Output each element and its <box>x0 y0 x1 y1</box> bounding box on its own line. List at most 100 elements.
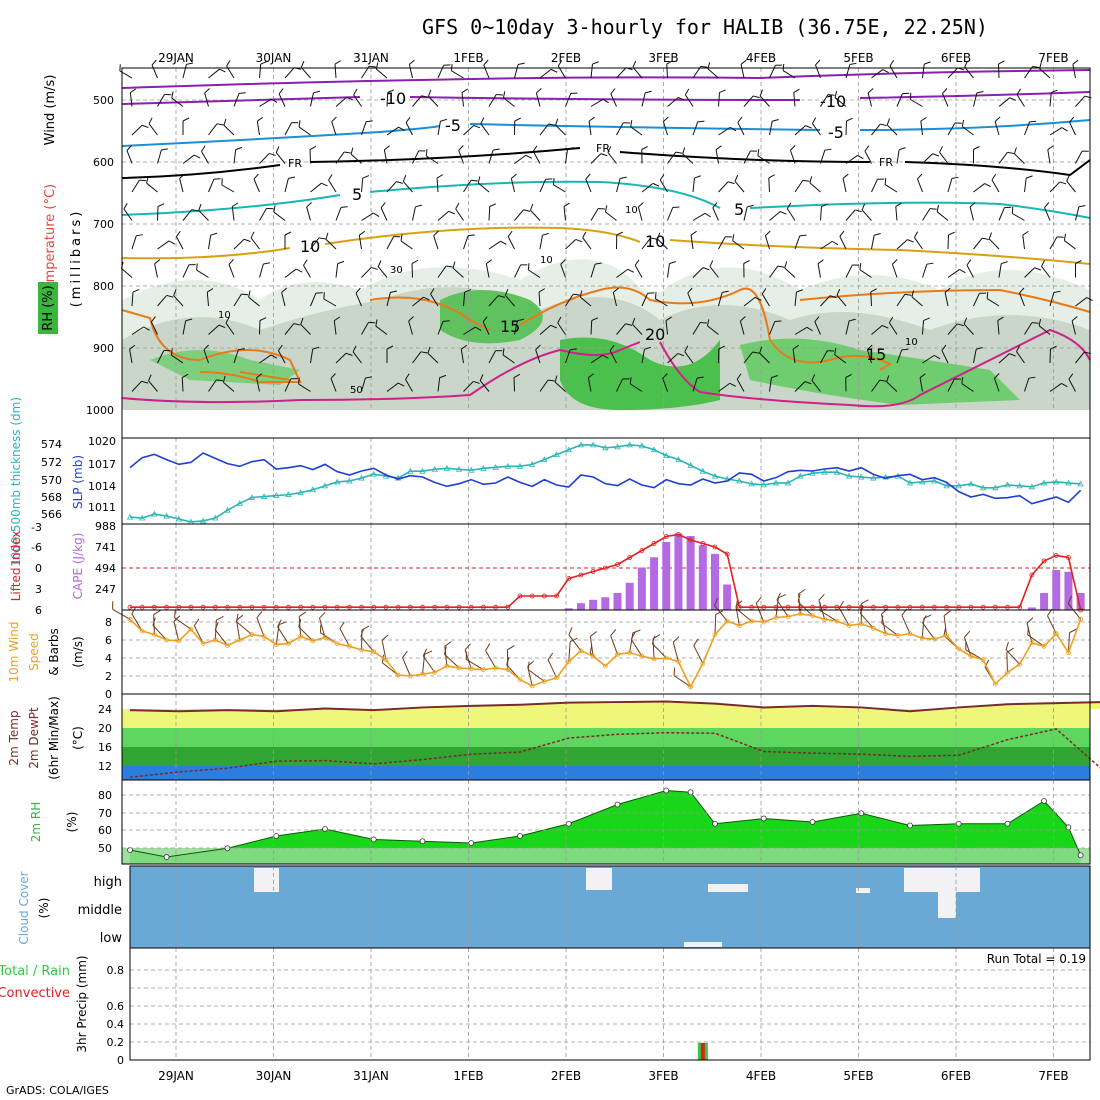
wind-barb <box>560 259 566 278</box>
li-line-point <box>919 604 925 610</box>
wind-barb <box>485 259 492 278</box>
wind-speed-line-point <box>200 641 206 646</box>
wind-barb <box>579 290 592 307</box>
wind-barb <box>734 174 745 193</box>
thickness-line-point <box>455 465 463 472</box>
wind-barb <box>769 211 787 221</box>
wind-barb <box>437 374 447 392</box>
ylabel-precip-total: Total / Rain <box>0 964 70 979</box>
wind-barb <box>154 259 161 278</box>
cloud-block <box>684 942 722 947</box>
ylabel-cloud: Cloud Cover <box>17 871 31 944</box>
wind-barb <box>488 148 500 164</box>
wind-barb <box>922 354 941 364</box>
wind-speed-line-point <box>749 618 754 624</box>
temp2m-panel: 12 16 20 24 2m Temp 2m DewPt (6hr Min/Ma… <box>7 693 1100 781</box>
wind-speed-line-point <box>773 615 779 620</box>
thickness-tick: 574 <box>41 438 62 451</box>
li-line-point <box>956 604 962 610</box>
wind-tick: 2 <box>105 670 112 683</box>
wind-barb <box>182 154 201 164</box>
thickness-line-point <box>212 514 219 521</box>
wind-barb <box>565 293 580 307</box>
wind-barb <box>386 345 394 363</box>
wind-barb <box>896 239 914 250</box>
slp-tick: 1011 <box>88 501 116 514</box>
wind-barb <box>891 259 898 278</box>
thickness-line-point <box>492 464 499 470</box>
wind-barb <box>1038 319 1051 335</box>
cape-bar <box>1040 592 1049 610</box>
wind-barb <box>557 316 566 335</box>
wind-speed-line-point <box>1053 631 1059 637</box>
wind-speed-line-point <box>139 628 145 634</box>
thickness-line-point <box>1040 479 1048 486</box>
ylabel-temp2m: 2m Temp <box>7 710 21 765</box>
wind10-barb <box>735 600 752 622</box>
rh-legend-swatch <box>38 282 58 334</box>
thickness-line-point <box>1028 483 1036 490</box>
wind-barb <box>871 178 885 193</box>
bottom-date-label: 29JAN <box>158 1069 194 1083</box>
wind-speed-line-point <box>310 638 316 644</box>
wind-barb <box>353 88 362 107</box>
wind10-barb <box>568 637 578 662</box>
wind-barb <box>866 344 873 364</box>
wind-barb <box>718 181 735 193</box>
wind-barb <box>129 88 137 107</box>
wind-speed-line-point <box>907 631 913 637</box>
li-line-point <box>944 604 949 610</box>
wind-barb <box>196 263 209 278</box>
wind-speed-line-point <box>188 626 194 632</box>
bottom-date-label: 3FEB <box>648 1069 678 1083</box>
thickness-line-point <box>858 473 865 480</box>
wind-barb <box>131 380 149 392</box>
wind-barb <box>514 117 522 136</box>
wind-barb <box>256 373 263 392</box>
wind-barb <box>386 89 395 107</box>
wind-barb <box>896 92 910 107</box>
pressure-tick: 600 <box>93 156 114 169</box>
wind10-barb <box>277 619 289 644</box>
cape-tick: 247 <box>95 583 116 596</box>
rh-tick: 50 <box>98 842 112 855</box>
wind10-barb <box>859 605 874 629</box>
temp2m-line <box>129 700 1100 713</box>
ylabel-temperature: Temperature (°C) <box>43 184 58 297</box>
wind-barb <box>131 234 144 250</box>
wind-barb <box>514 62 525 79</box>
wind-barb <box>684 345 694 364</box>
wind-barb <box>355 287 362 307</box>
wind-speed-line-point <box>261 634 267 639</box>
wind-barb <box>455 202 464 221</box>
bottom-date-label: 2FEB <box>551 1069 581 1083</box>
wind-speed-line-point <box>931 636 937 642</box>
wind-barb <box>463 289 472 307</box>
wind-barb <box>659 174 668 193</box>
li-line-point <box>688 537 694 543</box>
cloud-level-low: low <box>100 931 123 946</box>
rh-point <box>907 822 913 829</box>
slp-tick: 1017 <box>88 458 116 471</box>
wind-barb <box>998 151 1015 164</box>
li-line-point <box>237 604 243 610</box>
cape-bar <box>1064 571 1073 610</box>
wind-barb <box>794 234 807 250</box>
wind-barb <box>300 61 311 79</box>
thickness-line-point <box>906 479 914 486</box>
wind-speed-line-point <box>810 613 815 619</box>
wind-barb <box>502 91 515 107</box>
wind-barb <box>331 116 337 136</box>
contour-20 <box>121 328 1091 408</box>
wind-barb <box>718 382 737 392</box>
wind-barb <box>718 89 726 107</box>
ylabel-li: Lifted Index <box>9 531 23 602</box>
thickness-line-point <box>419 467 426 474</box>
wind-barb <box>514 318 525 335</box>
upper-vgrid <box>175 68 1054 410</box>
precip-tick: 0.2 <box>107 1036 125 1049</box>
wind-barb <box>182 318 193 335</box>
wind-barb <box>641 145 648 164</box>
wind-barb <box>871 232 881 250</box>
cape-bar <box>589 599 598 610</box>
